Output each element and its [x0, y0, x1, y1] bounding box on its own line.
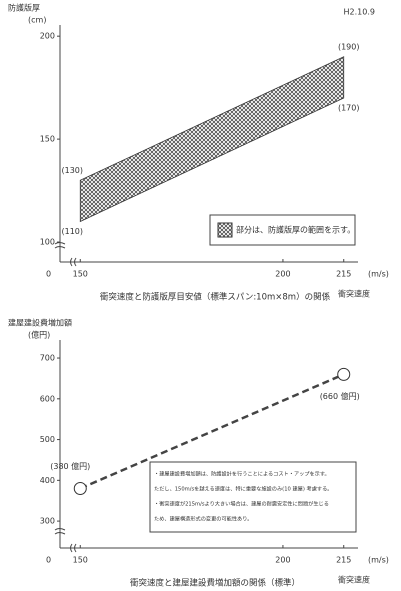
x-tick-label: 200	[275, 270, 290, 279]
y-axis-label: 建屋建設費増加額	[8, 318, 72, 328]
y-tick-label: 100	[40, 238, 55, 247]
x-tick-label: 215	[336, 556, 351, 565]
x-unit: (m/s)	[368, 556, 389, 565]
x-axis-label: 衝突速度	[338, 575, 370, 585]
origin-label: 0	[46, 270, 51, 279]
legend-text: 部分は、防護版厚の範囲を示す。	[236, 225, 355, 235]
value-label: (380 億円)	[50, 461, 90, 471]
chart-title: 衝突速度と建屋建設費増加額の関係（標準）	[130, 578, 300, 589]
note-box	[149, 461, 357, 533]
y-unit: (cm)	[28, 16, 46, 25]
x-unit: (m/s)	[368, 270, 389, 279]
y-tick-label: 700	[40, 354, 55, 363]
value-label: (110)	[62, 227, 84, 236]
range-area	[79, 56, 345, 223]
note-text: ため、建屋構造形式の変更の可能性あり。	[154, 515, 252, 523]
y-unit: (億円)	[28, 330, 50, 340]
y-tick-label: 400	[40, 476, 55, 485]
x-tick-label: 150	[73, 556, 88, 565]
y-tick-label: 150	[40, 135, 55, 144]
line	[79, 373, 345, 490]
x-tick-label: 215	[336, 270, 351, 279]
chart-title: 衝突速度と防護版厚目安値（標準スパン:10m×8m）の関係	[100, 292, 331, 303]
note-text: ただし、150m/sを越える速度は、特に重要な施設のみ(10 建屋) 考慮する。	[154, 485, 332, 493]
x-axis-label: 衝突速度	[338, 289, 370, 299]
x-tick-label: 150	[73, 270, 88, 279]
legend-box	[209, 214, 356, 246]
value-label: (130)	[62, 166, 84, 175]
y-tick-label: 200	[40, 32, 55, 41]
x-tick-label: 200	[275, 556, 290, 565]
y-axis-label: 防護版厚	[8, 3, 40, 13]
value-label: (170)	[338, 103, 360, 112]
note-text: ・建屋建設費増加額は、防護設計を行うことによるコスト・アップを示す。	[154, 470, 330, 478]
y-tick-label: 300	[40, 517, 55, 526]
y-tick-label: 600	[40, 394, 55, 403]
point	[73, 481, 87, 495]
legend-swatch	[217, 222, 233, 238]
y-tick-label: 500	[40, 435, 55, 444]
date: H2.10.9	[344, 8, 375, 17]
point	[337, 367, 351, 381]
axis-break	[54, 528, 77, 553]
note-text: ・衝突速度が215m/sより大きい場合は、建屋の耐震安定性に問題が生じる	[154, 500, 329, 508]
value-label: (660 億円)	[320, 391, 360, 401]
value-label: (190)	[338, 42, 360, 51]
origin-label: 0	[46, 556, 51, 565]
